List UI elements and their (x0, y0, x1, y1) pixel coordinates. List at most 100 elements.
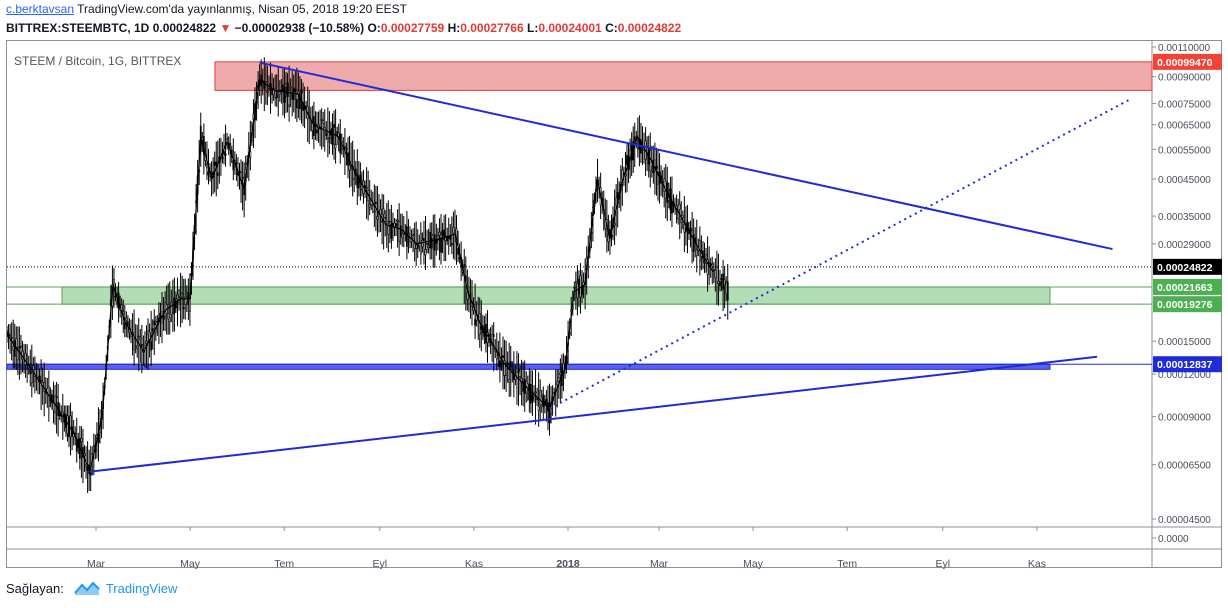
candle-body (171, 312, 174, 315)
candle-body (506, 362, 509, 365)
candle-body (263, 80, 266, 89)
candle-body (12, 346, 15, 351)
candle-body (173, 297, 176, 314)
candle-body (398, 221, 401, 242)
high-label: H: (447, 21, 461, 35)
candle-body (215, 161, 218, 166)
candle-body (492, 334, 495, 337)
candle-body (508, 379, 511, 383)
provided-by-label: Sağlayan: (6, 580, 64, 596)
candle-body (503, 360, 506, 376)
candle-body (249, 151, 252, 158)
candle-body (519, 376, 521, 378)
zone-support-green (61, 286, 1051, 305)
symbol-label: BITTREX:STEEMBTC, 1D (6, 21, 150, 35)
candle-body (509, 361, 512, 368)
candle-body (24, 353, 27, 365)
candle-body (113, 279, 115, 284)
candle-body (382, 208, 385, 215)
candle-body (433, 234, 436, 251)
candle-body (402, 233, 405, 235)
candle-body (444, 235, 447, 241)
candle-body (401, 233, 404, 238)
price-path (7, 78, 714, 474)
candle-body (55, 396, 58, 398)
last-price: 0.00024822 (152, 21, 217, 35)
candle-body (454, 227, 456, 231)
candle-body (626, 155, 628, 165)
candle-body (275, 91, 278, 99)
x-tick-label: Mar (650, 558, 669, 570)
candle-body (559, 372, 562, 375)
y-tick-label: 0.00045000 (1158, 175, 1211, 186)
candle-body (10, 337, 13, 339)
candle-body (671, 200, 673, 214)
candle-body (40, 379, 43, 382)
candle-body (534, 391, 537, 394)
price-badge-label: 0.00021663 (1157, 282, 1213, 294)
chart-title: STEEM / Bitcoin, 1G, BITTREX (14, 54, 181, 68)
candle-body (548, 402, 551, 424)
candle-body (495, 349, 498, 360)
candle-body (226, 137, 229, 140)
candle-body (578, 278, 580, 294)
close-label: C: (605, 21, 618, 35)
candle-body (706, 259, 709, 275)
tradingview-logo-icon (74, 581, 100, 595)
candle-body (553, 391, 556, 394)
candle-body (537, 406, 540, 411)
candle-body (392, 222, 394, 227)
candle-body (288, 104, 291, 108)
candle-body (33, 376, 36, 382)
candle-body (241, 176, 244, 179)
candle-body (134, 346, 137, 348)
zone-support-blue (6, 363, 1051, 370)
trendline-upper-triangle (259, 61, 1113, 251)
author-link[interactable]: c.berktavsan (6, 2, 75, 16)
candle-body (206, 163, 208, 169)
candle-body (500, 362, 503, 366)
candle-body (421, 239, 424, 248)
candle-body (412, 234, 415, 236)
candle-body (26, 355, 29, 359)
candle-body (213, 161, 216, 167)
y-tick-label: 0.00029000 (1158, 240, 1211, 251)
candle-body (216, 172, 219, 176)
candle-body (633, 136, 636, 141)
candle-body (689, 227, 692, 234)
candle-body (388, 220, 391, 223)
candle-body (58, 413, 61, 416)
candle-body (356, 174, 359, 188)
candle-body (409, 238, 411, 243)
candle-body (726, 281, 729, 301)
candle-body (365, 186, 368, 189)
tradingview-brand[interactable]: TradingView (74, 580, 177, 596)
candle-body (498, 360, 501, 368)
candle-body (277, 95, 280, 98)
candle-body (271, 89, 273, 95)
x-tick-label: May (180, 558, 201, 570)
candle-body (333, 123, 335, 129)
candle-body (384, 216, 387, 219)
candle-body (91, 453, 94, 455)
candle-body (299, 93, 301, 109)
candle-body (266, 91, 269, 93)
chart-canvas[interactable]: STEEM / Bitcoin, 1G, BITTREX 0.00110000 0.… (0, 0, 1228, 575)
candle-body (426, 243, 428, 245)
candle-body (162, 315, 165, 320)
candle-body (156, 320, 159, 323)
candle-body (441, 230, 444, 236)
y-tick-label: 0.00055000 (1158, 145, 1211, 156)
candle-body (376, 216, 379, 220)
candle-body (92, 444, 95, 447)
candle-body (416, 245, 419, 249)
candle-body (136, 345, 139, 349)
candle-body (52, 402, 55, 411)
candle-body (562, 363, 565, 375)
x-tick-label: 2018 (556, 558, 580, 570)
candle-body (176, 294, 179, 300)
candle-body (374, 201, 377, 204)
candle-body (179, 296, 182, 298)
candle-body (371, 203, 374, 207)
candle-body (130, 334, 132, 338)
